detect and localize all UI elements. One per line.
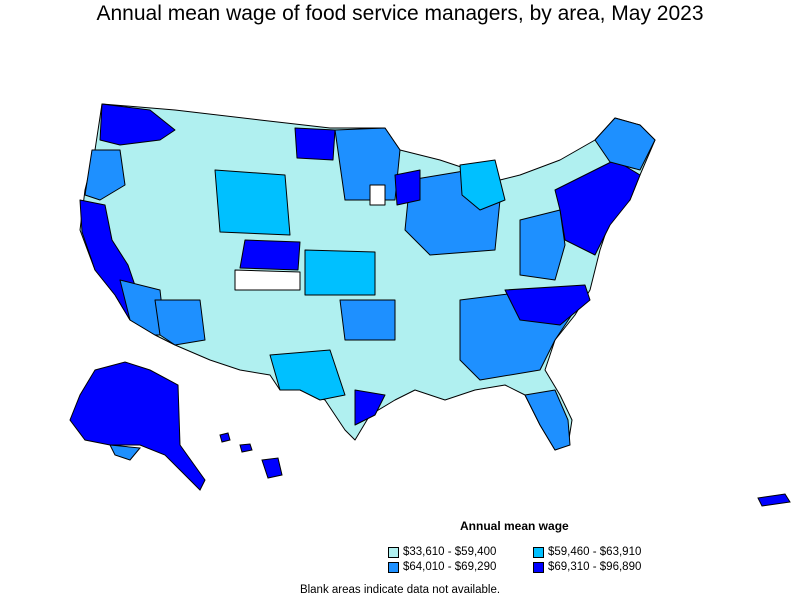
minnesota-region bbox=[334, 127, 401, 201]
colorado-region bbox=[239, 239, 301, 271]
legend-label-2: $59,460 - $63,910 bbox=[548, 546, 642, 558]
texas-region bbox=[269, 349, 346, 401]
pacific-coast-region bbox=[99, 103, 176, 146]
florida-region bbox=[524, 389, 571, 451]
michigan-region bbox=[459, 159, 506, 211]
kansas-region bbox=[304, 249, 376, 296]
legend-label-1: $33,610 - $59,400 bbox=[403, 546, 497, 558]
blank-areas-note: Blank areas indicate data not available. bbox=[299, 584, 501, 596]
legend-label-3: $64,010 - $69,290 bbox=[403, 561, 497, 573]
great-lakes-region bbox=[394, 169, 421, 206]
legend-item-3: $64,010 - $69,290 bbox=[388, 561, 496, 573]
hawaii bbox=[219, 432, 283, 479]
north-dakota-region bbox=[294, 127, 336, 161]
wisconsin-blank bbox=[369, 184, 386, 206]
legend-title: Annual mean wage bbox=[460, 519, 569, 533]
houston-region bbox=[354, 389, 386, 426]
oklahoma-region bbox=[339, 299, 396, 341]
colorado-blank bbox=[234, 269, 301, 291]
legend-swatch-3 bbox=[388, 561, 399, 573]
legend-swatch-2 bbox=[533, 546, 544, 558]
mid-atlantic-region bbox=[519, 209, 566, 281]
legend-item-2: $59,460 - $63,910 bbox=[533, 546, 641, 558]
legend-item-4: $69,310 - $96,890 bbox=[533, 561, 641, 573]
legend-label-4: $69,310 - $96,890 bbox=[548, 561, 642, 573]
oregon-coast-region bbox=[84, 149, 126, 201]
new-england-region bbox=[594, 117, 656, 171]
legend-item-1: $33,610 - $59,400 bbox=[388, 546, 496, 558]
wyoming-region bbox=[214, 169, 291, 236]
alaska bbox=[69, 361, 206, 491]
carolinas-region bbox=[504, 284, 591, 326]
legend-swatch-4 bbox=[533, 561, 544, 573]
map-title: Annual mean wage of food service manager… bbox=[96, 2, 704, 25]
arizona-region bbox=[154, 299, 206, 346]
puerto-rico bbox=[757, 493, 791, 507]
alaska-south bbox=[109, 444, 141, 461]
legend-swatch-1 bbox=[388, 546, 399, 558]
